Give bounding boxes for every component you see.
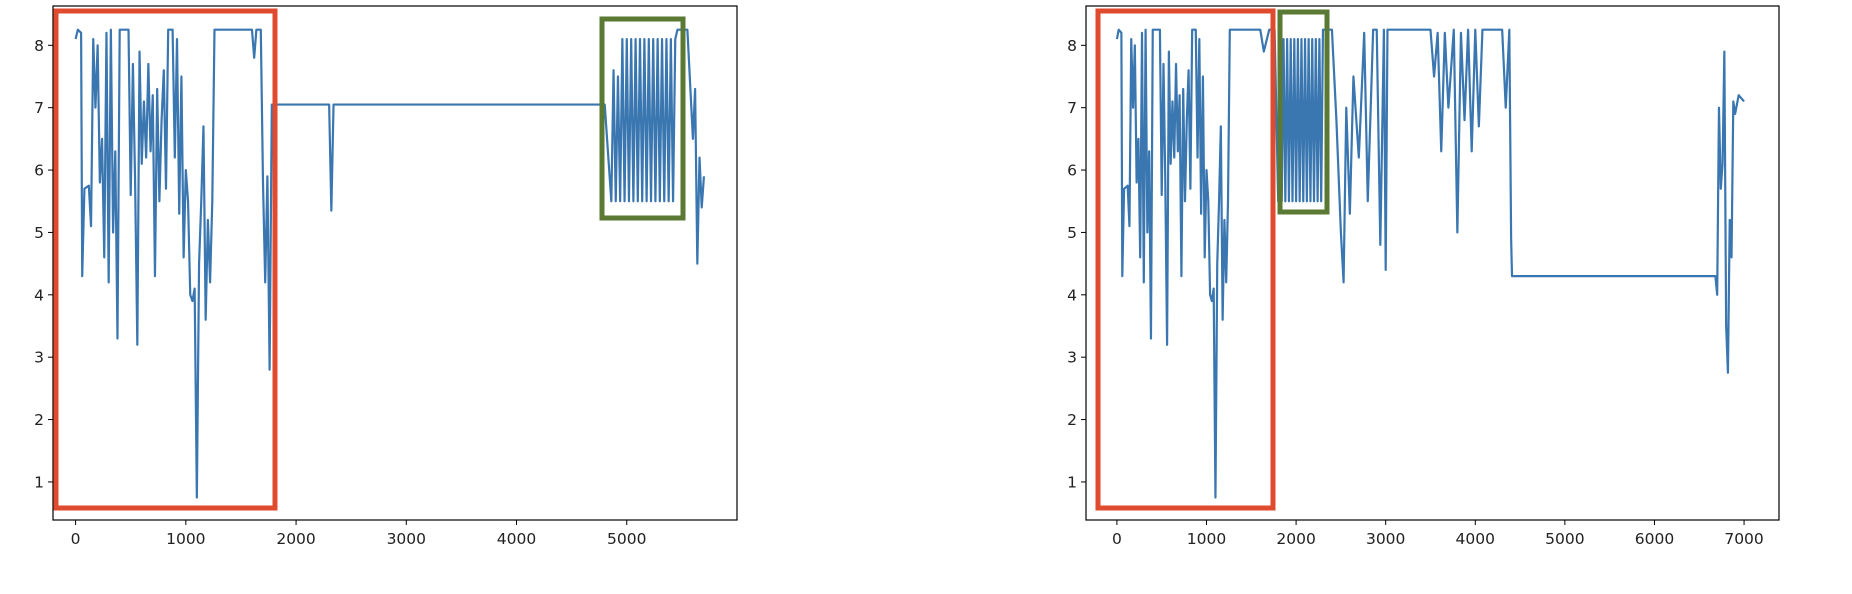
- y-tick-label: 2: [34, 411, 44, 429]
- y-tick-label: 4: [1067, 286, 1077, 304]
- x-tick-label: 7000: [1724, 530, 1763, 548]
- x-tick-label: 2000: [276, 530, 315, 548]
- y-tick-label: 3: [1067, 349, 1077, 367]
- y-tick-label: 5: [1067, 224, 1077, 242]
- highlight-box: [1277, 9, 1330, 215]
- highlight-box: [53, 8, 278, 511]
- y-tick-label: 5: [34, 224, 44, 242]
- x-tick-label: 2000: [1276, 530, 1315, 548]
- x-tick-label: 4000: [1456, 530, 1495, 548]
- y-tick-label: 1: [34, 473, 44, 491]
- data-line: [74, 28, 706, 499]
- plots: 0 1000 2000 3000 4000 5000 1 2 3 4 5 6 7 8 0 1000 2000 30…: [34, 5, 1780, 548]
- x-tick-label: 5000: [607, 530, 646, 548]
- x-tick-label: 0: [1112, 530, 1122, 548]
- y-tick-label: 4: [34, 286, 44, 304]
- y-tick-label: 2: [1067, 411, 1077, 429]
- x-tick-label: 0: [71, 530, 81, 548]
- highlight-box: [1095, 8, 1276, 511]
- y-tick-label: 8: [1067, 37, 1077, 55]
- y-tick-label: 7: [1067, 99, 1077, 117]
- highlight-box: [599, 16, 686, 221]
- x-tick-label: 1000: [1187, 530, 1226, 548]
- y-tick-label: 6: [1067, 162, 1077, 180]
- x-tick-label: 5000: [1545, 530, 1584, 548]
- x-tick-label: 3000: [1366, 530, 1405, 548]
- y-tick-label: 3: [34, 349, 44, 367]
- axes-frame: [1085, 5, 1780, 521]
- y-tick-label: 8: [34, 37, 44, 55]
- axes-frame: [52, 5, 738, 521]
- y-tick-label: 6: [34, 162, 44, 180]
- x-tick-label: 3000: [387, 530, 426, 548]
- x-tick-label: 6000: [1635, 530, 1674, 548]
- data-line: [1115, 28, 1745, 499]
- x-tick-label: 4000: [497, 530, 536, 548]
- y-tick-label: 7: [34, 99, 44, 117]
- y-tick-label: 1: [1067, 473, 1077, 491]
- x-tick-label: 1000: [166, 530, 205, 548]
